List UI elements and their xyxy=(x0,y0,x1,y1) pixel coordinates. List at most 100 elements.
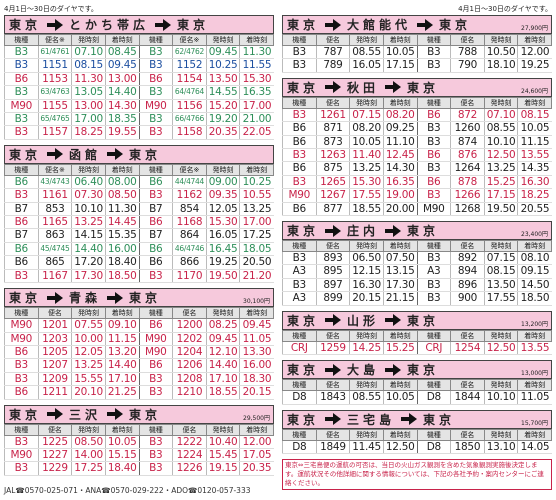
flight-row: B3 789 16.05 17.15 B3 790 18.10 19.25 xyxy=(282,58,552,73)
flight-row: D8 1843 08.55 10.05 D8 1844 10.10 11.05 xyxy=(282,390,552,405)
cell: 17.30 xyxy=(382,278,417,293)
cell: B3 xyxy=(138,45,173,60)
column-header: 着時刻 xyxy=(517,329,552,342)
header-row: 機種 便名 発時刻 着時刻 機種 便名 発時刻 着時刻 xyxy=(282,96,552,109)
header-row: 機種 便名 発時刻 着時刻 機種 便名 発時刻 着時刻 xyxy=(282,329,552,342)
cell: 12.50 xyxy=(382,440,417,454)
timetable: 機種 便名 発時刻 着時刻 機種 便名 発時刻 着時刻 B3 1261 07.15 08.20 B6 87… xyxy=(282,96,552,217)
cell: 788 xyxy=(450,45,485,60)
cell: 17.05 xyxy=(239,448,274,463)
cell: 11.15 xyxy=(104,332,139,346)
cell: B3 xyxy=(4,125,39,140)
flight-row: B6 1165 13.25 14.45 B6 1168 15.30 17.00 xyxy=(4,215,274,230)
cell: 19.50 xyxy=(205,269,240,284)
cell: 19.15 xyxy=(205,461,240,476)
column-header: 発時刻 xyxy=(483,240,519,253)
cell: 11.45 xyxy=(349,440,384,454)
column-header: 便名 xyxy=(37,307,73,320)
cell: 10.05 xyxy=(382,45,417,60)
cell: 15.20 xyxy=(205,99,240,114)
cell: 44/4744 xyxy=(172,175,207,190)
route-place: 東京 xyxy=(407,80,440,95)
column-header: 着時刻 xyxy=(382,329,418,342)
arrow-icon xyxy=(385,363,402,376)
cell: 10.05 xyxy=(517,121,552,136)
cell: B3 xyxy=(416,291,451,306)
column-header: 発時刻 xyxy=(71,34,106,46)
cell: 10.10 xyxy=(483,390,518,405)
cell: 18.55 xyxy=(349,202,384,217)
cell: 09.45 xyxy=(205,332,240,346)
cell: B3 xyxy=(416,278,451,293)
cell: 08.55 xyxy=(349,45,384,60)
cell: 15.30 xyxy=(239,72,274,87)
cell: B3 xyxy=(416,251,451,266)
cell: D8 xyxy=(416,390,451,405)
cell: 854 xyxy=(172,202,207,217)
cell: 14.40 xyxy=(205,358,240,373)
cell: 878 xyxy=(450,175,485,190)
cell: 17.20 xyxy=(71,255,106,270)
right-column: 4月1日〜30日のダイヤです。 東京 大館能代 東京 27,900円 機種 便名 発時刻 着時… xyxy=(282,4,552,500)
cell: 20.55 xyxy=(517,202,552,217)
column-header: 機種 xyxy=(282,96,317,109)
flight-row: A3 895 12.15 13.15 A3 894 08.15 09.15 xyxy=(282,264,552,279)
cell: 16.35 xyxy=(239,85,274,100)
cell: 1152 xyxy=(172,58,207,73)
route-place: 東京 xyxy=(287,363,320,378)
route-place: 庄内 xyxy=(347,224,380,239)
cell: 10.25 xyxy=(205,58,240,73)
cell: 1205 xyxy=(37,345,72,360)
cell: 13.55 xyxy=(517,341,552,356)
route-section: 東京 大館能代 東京 27,900円 機種 便名 発時刻 着時刻 機種 便名 発時刻 着時刻 B3 787… xyxy=(282,15,552,73)
cell: 11.05 xyxy=(517,390,552,405)
column-header: 着時刻 xyxy=(382,240,418,253)
cell: 1266 xyxy=(450,188,485,203)
flight-row: B3 1207 13.25 14.40 B6 1206 14.40 16.00 xyxy=(4,358,274,373)
flight-row: B6 877 18.55 20.00 M90 1268 19.50 20.55 xyxy=(282,202,552,217)
cell: 17.00 xyxy=(71,112,106,127)
cell: 896 xyxy=(450,278,485,293)
cell: B6 xyxy=(4,255,39,270)
cell: 1203 xyxy=(37,332,72,346)
column-header: 便名 xyxy=(315,329,351,342)
cell: B3 xyxy=(4,112,39,127)
cell: 18.10 xyxy=(483,58,518,73)
arrow-icon xyxy=(385,224,402,237)
column-header: 機種 xyxy=(138,423,174,436)
cell: 1263 xyxy=(315,148,350,163)
cell: 08.55 xyxy=(349,390,384,405)
route-place: 東京 xyxy=(177,18,210,32)
cell: 06.40 xyxy=(71,175,106,190)
cell: M90 xyxy=(138,332,173,346)
cell: 17.10 xyxy=(205,372,240,387)
column-header: 便名 xyxy=(450,428,485,441)
cell: 1227 xyxy=(37,448,72,463)
cell: 08.55 xyxy=(483,121,518,136)
cell: 13.50 xyxy=(483,278,518,293)
cell: B3 xyxy=(282,58,317,73)
cell: 14.50 xyxy=(517,278,552,293)
route-place: 大島 xyxy=(347,363,380,378)
cell: 17.00 xyxy=(239,215,274,230)
column-header: 発時刻 xyxy=(349,96,384,109)
cell: 15.35 xyxy=(104,228,139,243)
cell: B3 xyxy=(416,58,451,73)
cell: 08.25 xyxy=(205,318,240,333)
cell: B3 xyxy=(416,45,451,60)
cell: 21.20 xyxy=(239,269,274,284)
cell: 1156 xyxy=(172,99,207,114)
cell: M90 xyxy=(138,345,173,360)
flight-row: M90 1201 07.55 09.10 B6 1200 08.25 09.45 xyxy=(4,318,274,333)
cell: 19.25 xyxy=(517,58,552,73)
cell: 14.35 xyxy=(517,161,552,176)
cell: 1153 xyxy=(37,72,72,87)
footer: JAL☎0570-025-071・ANA☎0570-029-222・ADO☎01… xyxy=(4,486,251,495)
cell: A3 xyxy=(282,264,317,279)
cell: B3 xyxy=(282,108,317,123)
column-header: 発時刻 xyxy=(205,163,241,176)
cell: 06.50 xyxy=(349,251,384,266)
column-header: 便名 xyxy=(450,240,485,253)
route-title: 東京 庄内 東京 23,400円 xyxy=(282,221,552,241)
